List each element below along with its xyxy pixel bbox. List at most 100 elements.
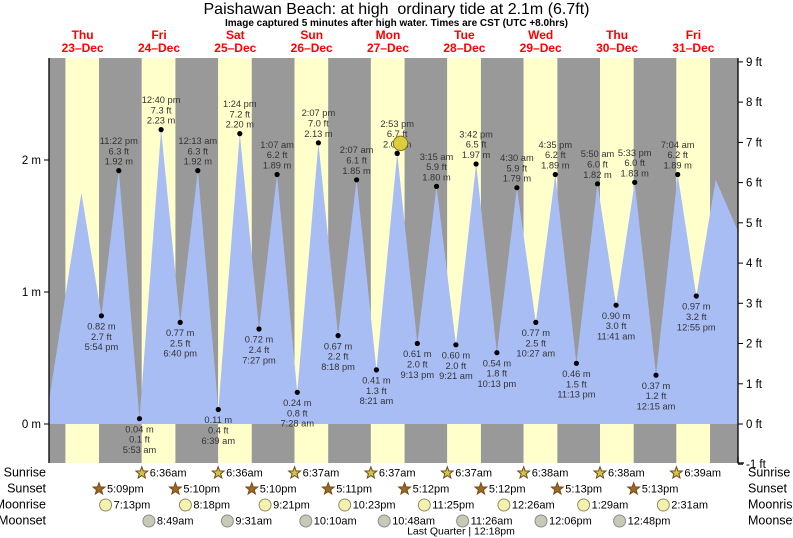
- svg-text:0.67 m: 0.67 m: [324, 341, 353, 351]
- svg-text:0.4 ft: 0.4 ft: [208, 426, 229, 436]
- svg-text:1:07 am: 1:07 am: [260, 140, 294, 150]
- svg-text:Moonrise: Moonrise: [748, 497, 793, 511]
- svg-text:7.0 ft: 7.0 ft: [308, 119, 329, 129]
- svg-text:1.2 ft: 1.2 ft: [646, 391, 667, 401]
- svg-text:0.1 ft: 0.1 ft: [129, 435, 150, 445]
- svg-text:0.41 m: 0.41 m: [362, 376, 391, 386]
- svg-text:4:30 am: 4:30 am: [500, 153, 534, 163]
- svg-text:4:35 pm: 4:35 pm: [539, 140, 573, 150]
- svg-text:9:21pm: 9:21pm: [273, 499, 310, 511]
- svg-text:Thu: Thu: [72, 28, 94, 42]
- svg-text:2:31am: 2:31am: [671, 499, 708, 511]
- svg-text:Fri: Fri: [151, 28, 166, 42]
- svg-text:11:41 am: 11:41 am: [597, 332, 635, 342]
- svg-text:1.92 m: 1.92 m: [105, 157, 134, 167]
- svg-text:3.2 ft: 3.2 ft: [686, 312, 707, 322]
- svg-text:0.77 m: 0.77 m: [522, 328, 551, 338]
- svg-text:11:13 pm: 11:13 pm: [557, 390, 595, 400]
- svg-text:1.89 m: 1.89 m: [663, 161, 692, 171]
- svg-text:Sunrise: Sunrise: [748, 465, 790, 479]
- svg-text:Sunrise: Sunrise: [4, 465, 46, 479]
- svg-text:3 ft: 3 ft: [746, 298, 763, 310]
- svg-text:6:37am: 6:37am: [303, 467, 340, 479]
- svg-text:2.7 ft: 2.7 ft: [91, 332, 112, 342]
- svg-text:28–Dec: 28–Dec: [443, 41, 485, 55]
- svg-text:5:13pm: 5:13pm: [565, 483, 602, 495]
- svg-text:0.54 m: 0.54 m: [483, 358, 512, 368]
- svg-text:0.77 m: 0.77 m: [166, 328, 195, 338]
- svg-text:6.0 ft: 6.0 ft: [587, 160, 608, 170]
- svg-text:6.0 ft: 6.0 ft: [624, 158, 645, 168]
- svg-text:1.83 m: 1.83 m: [620, 168, 649, 178]
- svg-text:1:29am: 1:29am: [592, 499, 629, 511]
- svg-text:Tue: Tue: [454, 28, 475, 42]
- svg-text:8:21 am: 8:21 am: [360, 396, 394, 406]
- svg-text:Sun: Sun: [300, 28, 323, 42]
- svg-text:1.82 m: 1.82 m: [583, 170, 612, 180]
- svg-text:7:04 am: 7:04 am: [661, 140, 695, 150]
- svg-text:0.82 m: 0.82 m: [87, 322, 116, 332]
- svg-text:2:07 am: 2:07 am: [340, 145, 374, 155]
- svg-text:2 m: 2 m: [22, 155, 41, 167]
- svg-text:6.2 ft: 6.2 ft: [267, 150, 288, 160]
- svg-text:7 ft: 7 ft: [746, 137, 763, 149]
- svg-text:6.3 ft: 6.3 ft: [108, 146, 129, 156]
- svg-text:9:31am: 9:31am: [235, 515, 272, 527]
- svg-text:5:54 pm: 5:54 pm: [85, 342, 119, 352]
- svg-text:Wed: Wed: [528, 28, 553, 42]
- svg-text:5:10pm: 5:10pm: [183, 483, 220, 495]
- svg-text:4 ft: 4 ft: [746, 258, 763, 270]
- svg-text:31–Dec: 31–Dec: [672, 41, 714, 55]
- svg-text:0.97 m: 0.97 m: [682, 302, 711, 312]
- svg-text:10:27 am: 10:27 am: [516, 349, 555, 359]
- svg-text:2.5 ft: 2.5 ft: [525, 338, 546, 348]
- svg-text:12:06pm: 12:06pm: [549, 515, 592, 527]
- svg-text:Moonrise: Moonrise: [0, 497, 46, 511]
- svg-text:7:27 pm: 7:27 pm: [242, 355, 276, 365]
- svg-text:12:40 pm: 12:40 pm: [142, 95, 181, 105]
- svg-text:Moonset: Moonset: [748, 513, 793, 527]
- svg-text:5:33 pm: 5:33 pm: [618, 148, 652, 158]
- svg-text:25–Dec: 25–Dec: [214, 41, 256, 55]
- svg-text:8:49am: 8:49am: [157, 515, 194, 527]
- svg-text:8 ft: 8 ft: [746, 97, 763, 109]
- svg-text:24–Dec: 24–Dec: [138, 41, 180, 55]
- svg-text:7:28 am: 7:28 am: [281, 419, 315, 429]
- svg-text:Thu: Thu: [606, 28, 628, 42]
- svg-text:5:10pm: 5:10pm: [260, 483, 297, 495]
- svg-text:2.0 ft: 2.0 ft: [407, 360, 428, 370]
- svg-text:1.89 m: 1.89 m: [263, 161, 292, 171]
- svg-text:Sunset: Sunset: [748, 481, 787, 495]
- svg-text:7.3 ft: 7.3 ft: [151, 105, 172, 115]
- svg-text:8:18 pm: 8:18 pm: [321, 362, 355, 372]
- svg-text:6 ft: 6 ft: [746, 178, 763, 190]
- svg-text:5:09pm: 5:09pm: [107, 483, 144, 495]
- svg-text:30–Dec: 30–Dec: [596, 41, 638, 55]
- svg-text:Fri: Fri: [686, 28, 701, 42]
- svg-text:6:38am: 6:38am: [532, 467, 569, 479]
- svg-text:27–Dec: 27–Dec: [367, 41, 409, 55]
- svg-text:12:15 am: 12:15 am: [637, 402, 676, 412]
- svg-text:2.23 m: 2.23 m: [147, 116, 176, 126]
- svg-text:0.61 m: 0.61 m: [403, 349, 432, 359]
- svg-text:5:50 am: 5:50 am: [581, 149, 615, 159]
- svg-text:Mon: Mon: [376, 28, 401, 42]
- svg-text:1 ft: 1 ft: [746, 379, 763, 391]
- svg-text:0.04 m: 0.04 m: [125, 424, 154, 434]
- svg-text:3.0 ft: 3.0 ft: [606, 321, 627, 331]
- svg-text:11:22 pm: 11:22 pm: [100, 136, 138, 146]
- svg-text:26–Dec: 26–Dec: [291, 41, 333, 55]
- svg-text:1.89 m: 1.89 m: [541, 161, 570, 171]
- svg-text:0.8 ft: 0.8 ft: [287, 408, 308, 418]
- svg-text:Sunset: Sunset: [7, 481, 46, 495]
- svg-text:2:53 pm: 2:53 pm: [380, 119, 414, 129]
- svg-text:Moonset: Moonset: [0, 513, 47, 527]
- svg-text:12:13 am: 12:13 am: [178, 136, 217, 146]
- svg-text:23–Dec: 23–Dec: [62, 41, 104, 55]
- svg-text:12:55 pm: 12:55 pm: [677, 322, 716, 332]
- svg-text:6:36am: 6:36am: [226, 467, 263, 479]
- svg-text:0.72 m: 0.72 m: [245, 335, 274, 345]
- svg-text:1.97 m: 1.97 m: [462, 150, 491, 160]
- svg-text:6:36am: 6:36am: [150, 467, 187, 479]
- svg-text:2.4 ft: 2.4 ft: [249, 345, 270, 355]
